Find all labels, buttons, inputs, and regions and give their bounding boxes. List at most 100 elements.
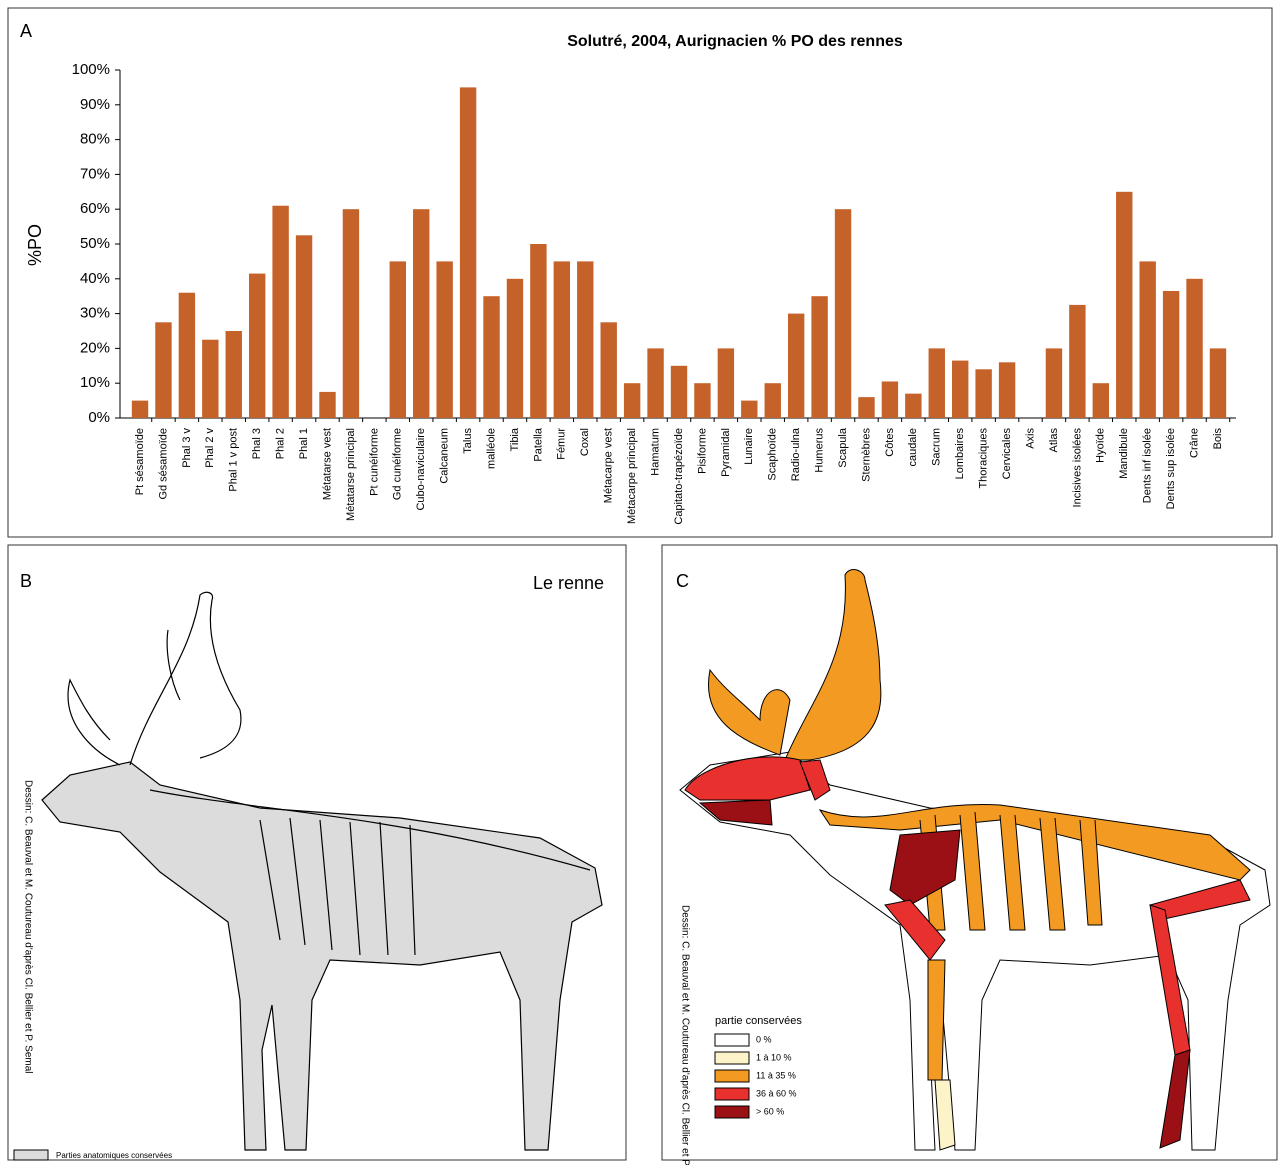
bar	[1069, 305, 1085, 418]
x-tick-label: Atlas	[1048, 428, 1060, 453]
x-tick-label: caudale	[907, 428, 919, 467]
x-tick-label: Gd cunéiforme	[392, 428, 404, 500]
x-tick-label: Scapula	[837, 427, 849, 468]
x-tick-label: Axis	[1024, 428, 1036, 449]
bar	[929, 348, 945, 418]
x-tick-label: Talus	[462, 428, 474, 454]
bar	[483, 296, 499, 418]
x-tick-label: Lunaire	[743, 428, 755, 465]
y-tick-label: 50%	[80, 235, 110, 252]
x-tick-label: Capitato-trapézoïde	[673, 428, 685, 525]
bar	[999, 362, 1015, 418]
x-tick-label: Incisives isolées	[1071, 428, 1083, 508]
legend-swatch	[14, 1150, 48, 1160]
bar	[905, 394, 921, 418]
bar	[765, 383, 781, 418]
legend-swatch	[715, 1052, 749, 1064]
bar	[554, 261, 570, 418]
x-tick-label: Métacarpe vest	[603, 428, 615, 503]
x-tick-label: Phal 3 v	[181, 428, 193, 468]
bar	[319, 392, 335, 418]
y-tick-label: 70%	[80, 165, 110, 182]
x-tick-label: Métacarpe principal	[626, 428, 638, 524]
figure: A Solutré, 2004, Aurignacien % PO des re…	[0, 0, 1278, 1165]
y-tick-label: 20%	[80, 339, 110, 356]
bar	[132, 401, 148, 418]
bar	[343, 209, 359, 418]
bar	[1093, 383, 1109, 418]
bar	[226, 331, 242, 418]
bar	[1139, 261, 1155, 418]
bar	[436, 261, 452, 418]
bar	[1186, 279, 1202, 418]
legend: 0 %1 à 10 %11 à 35 %36 à 60 %> 60 %	[715, 1034, 797, 1118]
bar	[202, 340, 218, 418]
x-tick-label: Dents sup isolée	[1165, 428, 1177, 509]
x-tick-label: malléole	[485, 428, 497, 469]
y-tick-label: 60%	[80, 200, 110, 217]
x-tick-label: Pt cunéiforme	[368, 428, 380, 496]
bar	[858, 397, 874, 418]
page: A Solutré, 2004, Aurignacien % PO des re…	[0, 0, 1278, 1170]
bar	[741, 401, 757, 418]
bar	[952, 361, 968, 418]
y-tick-label: 0%	[88, 409, 110, 426]
credit: Dessin: C. Beauval et M. Coutureau d'apr…	[679, 905, 690, 1165]
x-tick-label: Phal 3	[251, 428, 263, 459]
bar	[1116, 192, 1132, 418]
legend-swatch	[715, 1106, 749, 1118]
bar	[694, 383, 710, 418]
bar	[460, 87, 476, 418]
legend-swatch	[715, 1070, 749, 1082]
x-tick-label: Pisiforme	[696, 428, 708, 474]
x-tick-label: Thoraciques	[978, 428, 990, 489]
y-axis-label: %PO	[25, 224, 45, 266]
x-tick-label: Bois	[1212, 428, 1224, 450]
legend-label: 11 à 35 %	[756, 1070, 796, 1080]
y-tick-label: 30%	[80, 305, 110, 322]
bar	[249, 274, 265, 418]
y-tick-label: 40%	[80, 270, 110, 287]
x-tick-label: Patella	[532, 427, 544, 462]
bar	[1210, 348, 1226, 418]
legend-label: Parties anatomiques conservées	[56, 1151, 172, 1160]
legend-swatch	[715, 1034, 749, 1046]
bar	[600, 322, 616, 418]
x-tick-label: Lombaires	[954, 428, 966, 480]
x-tick-label: Mandibule	[1118, 428, 1130, 479]
legend-title: partie conservées	[715, 1015, 802, 1027]
bar	[296, 235, 312, 418]
reindeer-drawing	[42, 592, 602, 1150]
y-tick-label: 10%	[80, 374, 110, 391]
bar	[272, 206, 288, 418]
x-tick-label: Phal 1	[298, 428, 310, 459]
x-tick-label: Sternèbres	[860, 428, 872, 482]
bar	[975, 369, 991, 418]
x-tick-label: Pyramidal	[720, 428, 732, 477]
panel-letter: B	[20, 571, 32, 591]
bar	[413, 209, 429, 418]
bar	[671, 366, 687, 418]
x-tick-label: Hyoïde	[1095, 428, 1107, 463]
bar	[718, 348, 734, 418]
bar	[507, 279, 523, 418]
y-tick-label: 100%	[72, 61, 110, 78]
bar	[788, 314, 804, 418]
panel-title: Le renne	[533, 573, 604, 593]
x-tick-label: Pt sésamoïde	[134, 428, 146, 495]
panel-letter: C	[676, 571, 689, 591]
legend-label: 36 à 60 %	[756, 1088, 797, 1098]
legend-label: > 60 %	[756, 1106, 784, 1116]
credit: Dessin: C. Beauval et M. Coutureau d'apr…	[22, 780, 33, 1074]
legend-label: 1 à 10 %	[756, 1052, 792, 1062]
bar	[179, 293, 195, 418]
bar	[577, 261, 593, 418]
x-tick-label: Crâne	[1188, 428, 1200, 458]
x-tick-label: Hamatum	[649, 428, 661, 476]
x-tick-label: Calcaneum	[439, 428, 451, 484]
x-tick-label: Phal 2	[275, 428, 287, 459]
x-tick-label: Dents inf isolée	[1142, 428, 1154, 503]
y-tick-label: 90%	[80, 96, 110, 113]
x-tick-label: Métatarse vest	[321, 428, 333, 500]
legend-swatch	[715, 1088, 749, 1100]
